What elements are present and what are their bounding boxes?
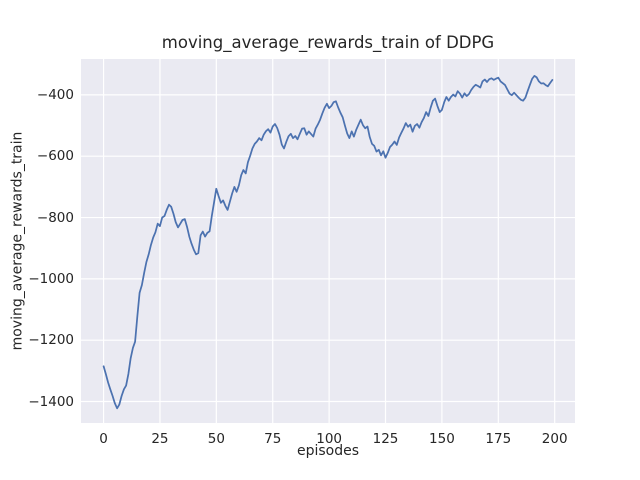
y-tick-label: −400 bbox=[36, 86, 74, 103]
x-tick-label: 0 bbox=[99, 431, 108, 447]
y-tick-label: −1200 bbox=[28, 332, 74, 349]
x-tick-label: 175 bbox=[485, 431, 512, 447]
x-tick-label: 75 bbox=[264, 431, 282, 447]
x-tick-label: 50 bbox=[207, 431, 225, 447]
chart-title: moving_average_rewards_train of DDPG bbox=[161, 33, 495, 52]
y-tick-label: −1000 bbox=[28, 270, 74, 287]
x-tick-label: 150 bbox=[429, 431, 455, 447]
y-tick-label: −800 bbox=[36, 209, 74, 226]
x-tick-label: 25 bbox=[151, 431, 169, 447]
x-axis-label: episodes bbox=[296, 443, 360, 459]
y-tick-label: −600 bbox=[36, 148, 74, 165]
y-tick-label: −1400 bbox=[28, 393, 74, 410]
x-tick-label: 125 bbox=[372, 431, 399, 447]
axes-panel bbox=[81, 59, 575, 423]
x-tick-label: 200 bbox=[541, 431, 568, 447]
x-tick-label: 100 bbox=[316, 431, 343, 447]
series-line-ddpg bbox=[102, 75, 554, 410]
